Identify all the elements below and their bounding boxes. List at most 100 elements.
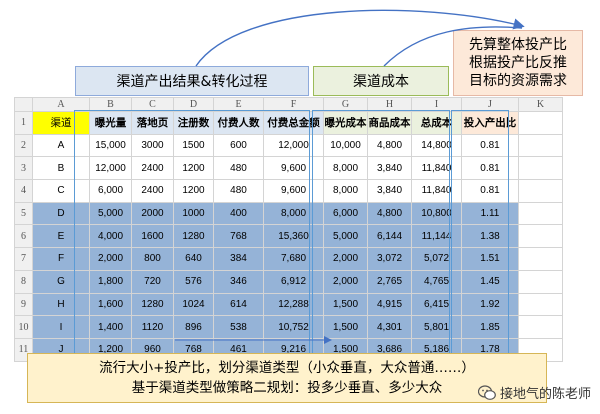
table-cell[interactable]: 1500 [173, 133, 214, 158]
channel-cell[interactable]: D [32, 201, 90, 226]
table-cell[interactable]: 9,600 [263, 179, 324, 203]
table-cell[interactable]: 720 [131, 269, 174, 294]
channel-cell[interactable]: G [32, 269, 90, 294]
table-cell[interactable]: 2,000 [89, 247, 132, 271]
row-number[interactable]: 10 [14, 315, 33, 339]
table-cell[interactable]: 1024 [173, 292, 214, 317]
column-letter[interactable]: J [461, 97, 519, 112]
header-cell-revenue[interactable]: 付费总金额 [263, 111, 324, 135]
table-cell[interactable]: 6,000 [323, 201, 368, 226]
table-cell[interactable]: 4,000 [89, 224, 132, 249]
column-letter[interactable]: D [173, 97, 214, 112]
table-cell[interactable]: 1280 [131, 292, 174, 317]
table-cell[interactable]: 2,765 [367, 269, 412, 294]
table-cell[interactable]: 8,000 [323, 156, 368, 181]
table-cell[interactable]: 1.85 [461, 315, 519, 339]
empty-cell[interactable] [518, 111, 563, 135]
table-cell[interactable]: 4,915 [367, 292, 412, 317]
table-cell[interactable]: 12,288 [263, 292, 324, 317]
table-cell[interactable]: 9,600 [263, 156, 324, 181]
row-number[interactable]: 5 [14, 201, 33, 226]
header-cell-exposure-cost[interactable]: 曝光成本 [323, 111, 368, 135]
select-all-corner[interactable] [14, 97, 33, 112]
table-cell[interactable]: 480 [213, 179, 264, 203]
channel-cell[interactable]: E [32, 224, 90, 249]
table-cell[interactable]: 12,000 [263, 133, 324, 158]
table-cell[interactable]: 0.81 [461, 179, 519, 203]
row-number[interactable]: 8 [14, 269, 33, 294]
table-cell[interactable]: 2000 [131, 201, 174, 226]
table-cell[interactable]: 11,144 [411, 224, 462, 249]
table-cell[interactable]: 8,000 [263, 201, 324, 226]
column-letter[interactable]: C [131, 97, 174, 112]
table-cell[interactable]: 6,144 [367, 224, 412, 249]
table-cell[interactable]: 12,000 [89, 156, 132, 181]
table-cell[interactable]: 346 [213, 269, 264, 294]
row-number[interactable]: 2 [14, 133, 33, 158]
table-cell[interactable]: 1.45 [461, 269, 519, 294]
table-cell[interactable]: 1.38 [461, 224, 519, 249]
table-cell[interactable]: 1120 [131, 315, 174, 339]
header-cell-exposure[interactable]: 曝光量 [89, 111, 132, 135]
table-cell[interactable]: 1,600 [89, 292, 132, 317]
table-cell[interactable]: 4,765 [411, 269, 462, 294]
table-cell[interactable]: 7,680 [263, 247, 324, 271]
header-cell-landing[interactable]: 落地页 [131, 111, 174, 135]
table-cell[interactable]: 1,400 [89, 315, 132, 339]
table-cell[interactable]: 896 [173, 315, 214, 339]
table-cell[interactable]: 5,000 [89, 201, 132, 226]
table-cell[interactable]: 2400 [131, 179, 174, 203]
table-cell[interactable]: 600 [213, 133, 264, 158]
table-cell[interactable]: 14,800 [411, 133, 462, 158]
channel-cell[interactable]: A [32, 133, 90, 158]
table-cell[interactable]: 1.92 [461, 292, 519, 317]
table-cell[interactable]: 3,840 [367, 179, 412, 203]
channel-cell[interactable]: H [32, 292, 90, 317]
column-letter[interactable]: K [518, 97, 563, 112]
row-number[interactable]: 1 [14, 111, 33, 135]
table-cell[interactable] [518, 179, 563, 203]
table-cell[interactable] [518, 224, 563, 249]
table-cell[interactable]: 6,000 [89, 179, 132, 203]
column-letter[interactable]: B [89, 97, 132, 112]
table-cell[interactable]: 614 [213, 292, 264, 317]
table-cell[interactable]: 1000 [173, 201, 214, 226]
table-cell[interactable]: 1,500 [323, 292, 368, 317]
table-cell[interactable]: 5,072 [411, 247, 462, 271]
row-number[interactable]: 7 [14, 247, 33, 271]
table-cell[interactable]: 400 [213, 201, 264, 226]
table-cell[interactable]: 15,360 [263, 224, 324, 249]
table-cell[interactable]: 11,840 [411, 179, 462, 203]
table-cell[interactable]: 0.81 [461, 133, 519, 158]
table-cell[interactable]: 5,801 [411, 315, 462, 339]
table-cell[interactable]: 1280 [173, 224, 214, 249]
table-cell[interactable]: 6,415 [411, 292, 462, 317]
table-cell[interactable]: 1,800 [89, 269, 132, 294]
table-cell[interactable]: 576 [173, 269, 214, 294]
table-cell[interactable]: 6,912 [263, 269, 324, 294]
table-cell[interactable]: 8,000 [323, 179, 368, 203]
row-number[interactable]: 6 [14, 224, 33, 249]
table-cell[interactable]: 480 [213, 156, 264, 181]
channel-cell[interactable]: I [32, 315, 90, 339]
table-cell[interactable]: 2400 [131, 156, 174, 181]
table-cell[interactable] [518, 156, 563, 181]
table-cell[interactable]: 3000 [131, 133, 174, 158]
table-cell[interactable]: 4,800 [367, 201, 412, 226]
column-letter[interactable]: F [263, 97, 324, 112]
table-cell[interactable]: 1.51 [461, 247, 519, 271]
table-cell[interactable]: 11,840 [411, 156, 462, 181]
table-cell[interactable] [518, 247, 563, 271]
row-number[interactable]: 3 [14, 156, 33, 181]
table-cell[interactable]: 2,000 [323, 247, 368, 271]
column-letter[interactable]: H [367, 97, 412, 112]
table-cell[interactable]: 1600 [131, 224, 174, 249]
table-cell[interactable]: 640 [173, 247, 214, 271]
header-cell-paying-users[interactable]: 付费人数 [213, 111, 264, 135]
table-cell[interactable]: 10,000 [323, 133, 368, 158]
channel-cell[interactable]: B [32, 156, 90, 181]
header-cell-total-cost[interactable]: 总成本 [411, 111, 462, 135]
header-cell-registrations[interactable]: 注册数 [173, 111, 214, 135]
column-letter[interactable]: I [411, 97, 462, 112]
table-cell[interactable]: 10,752 [263, 315, 324, 339]
